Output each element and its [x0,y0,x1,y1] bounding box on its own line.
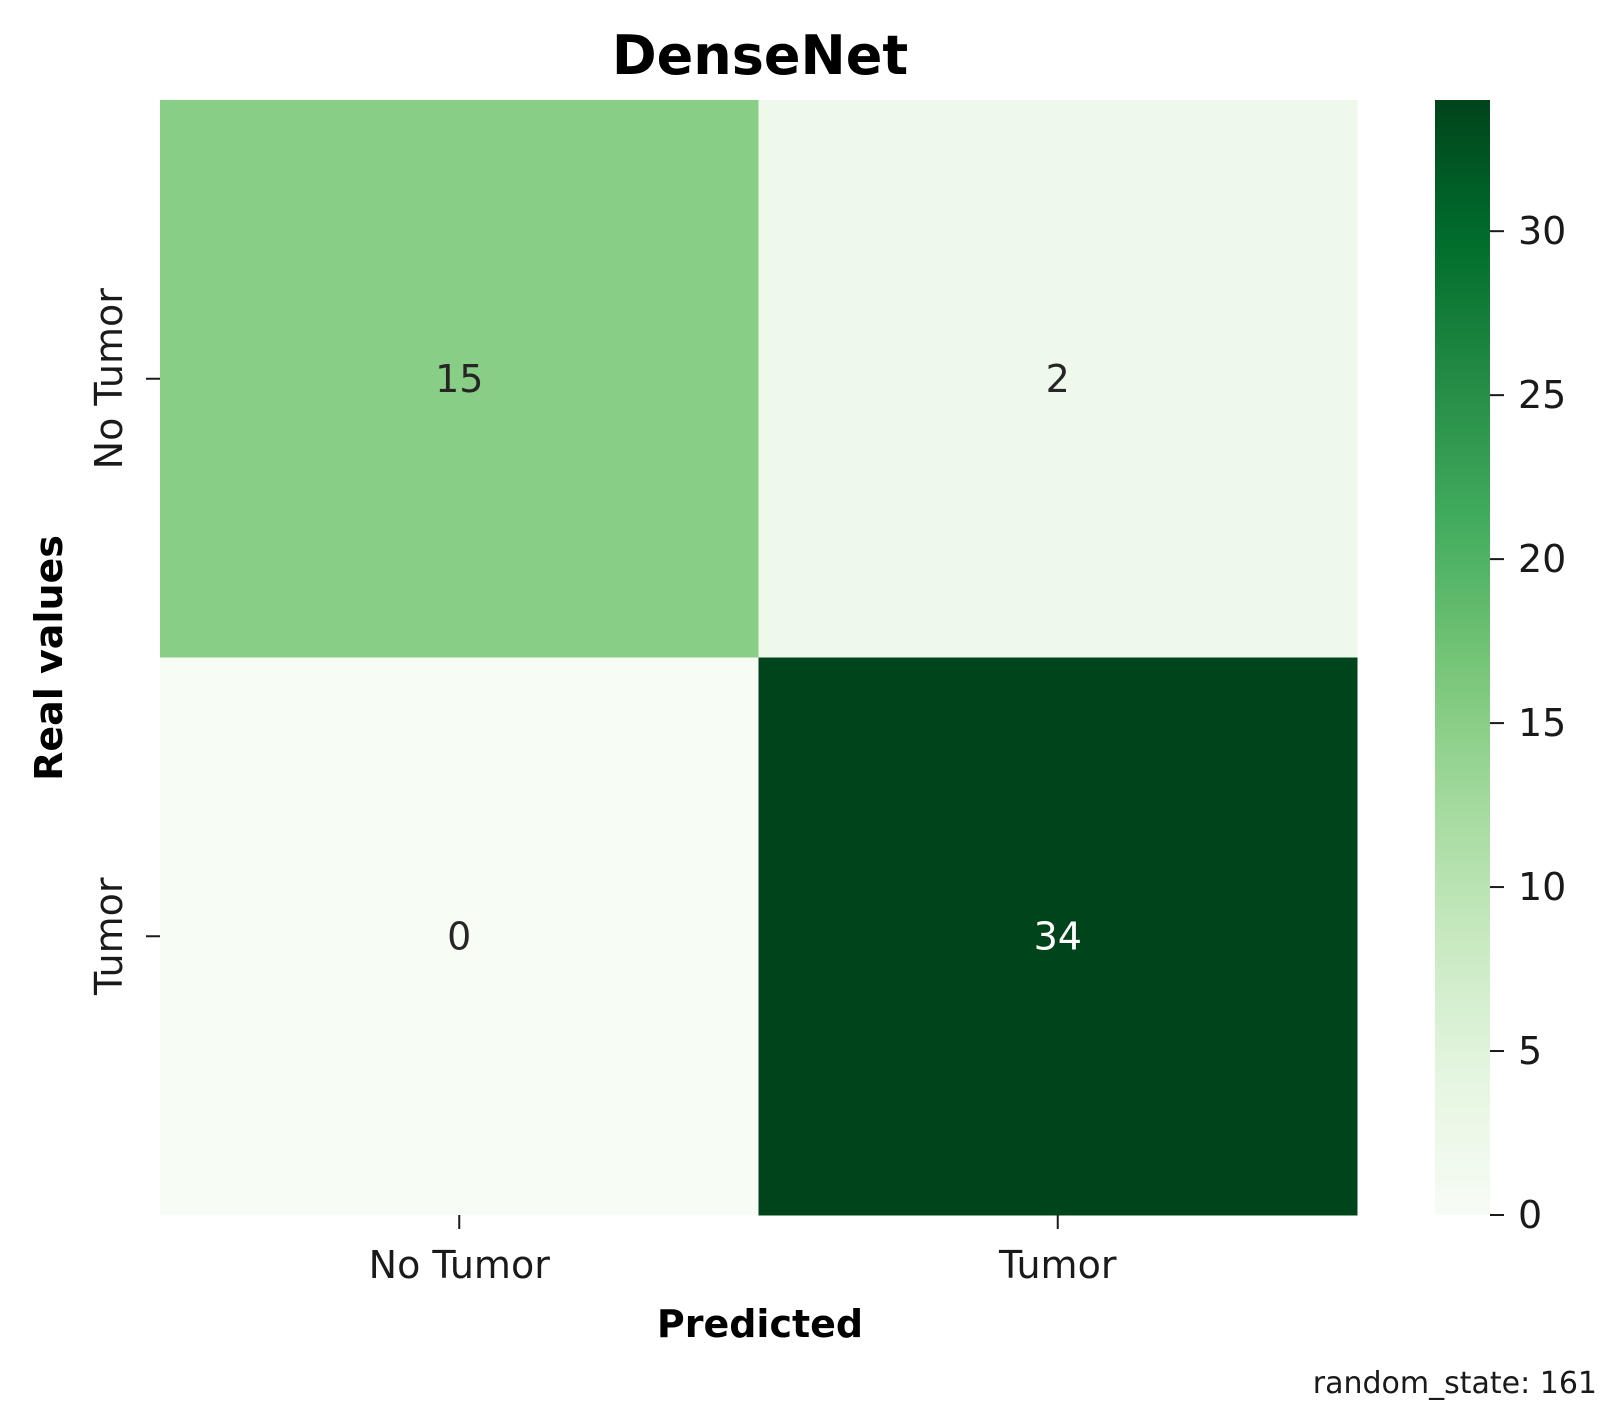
y-axis-title: Real values [27,535,71,781]
heatmap-cell [758,657,1358,1216]
cell-value-labels: 15 2 0 34 [435,357,1082,959]
cell-value-label: 0 [447,914,471,958]
colorbar-ticks: 0 5 10 15 20 25 30 [1490,209,1566,1237]
colorbar-tick-label: 25 [1518,373,1566,417]
colorbar-tick-label: 20 [1518,537,1566,581]
y-tick-label: Tumor [87,877,131,996]
y-tick-label: No Tumor [87,288,131,470]
colorbar-tick-label: 0 [1518,1193,1542,1237]
x-axis-ticks: No Tumor Tumor [369,1215,1117,1287]
cell-value-label: 15 [435,357,483,401]
heatmap-cell [160,657,759,1216]
heatmap-cell [160,100,759,658]
colorbar [1435,100,1490,1215]
y-axis-ticks: No Tumor Tumor [87,288,160,996]
x-tick-label: No Tumor [369,1243,551,1287]
x-axis-title: Predicted [657,1302,863,1346]
colorbar-tick-label: 5 [1518,1029,1542,1073]
chart-title: DenseNet [612,24,908,87]
colorbar-tick-label: 30 [1518,209,1566,253]
colorbar-tick-label: 10 [1518,865,1566,909]
random-state-note: random_state: 161 [1313,1366,1597,1401]
x-tick-label: Tumor [998,1243,1117,1287]
heatmap-cell [758,100,1358,658]
cell-value-label: 2 [1046,357,1070,401]
colorbar-tick-label: 15 [1518,701,1566,745]
heatmap-cells [160,100,1358,1216]
cell-value-label: 34 [1034,914,1082,958]
